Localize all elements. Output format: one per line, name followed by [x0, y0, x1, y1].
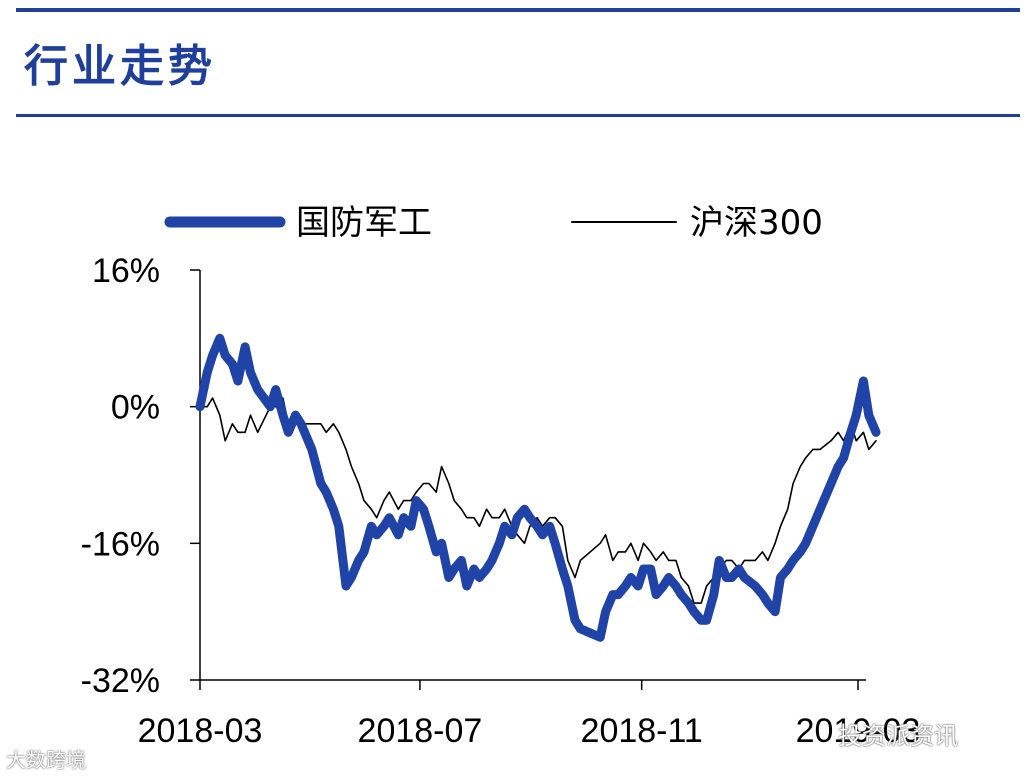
x-tick-label: 2019-03: [796, 712, 921, 750]
y-tick-label: -32%: [81, 662, 160, 700]
y-tick-label: 16%: [92, 252, 160, 290]
legend-label: 国防军工: [296, 203, 432, 243]
series-line-defense: [195, 333, 881, 642]
x-tick-label: 2018-11: [581, 712, 703, 750]
page-title: 行业走势: [24, 41, 216, 92]
y-tick-label: 0%: [111, 389, 160, 427]
x-tick-label: 2018-07: [358, 712, 483, 750]
watermark-right: 投资派资讯: [838, 722, 958, 750]
legend: 国防军工 沪深300: [164, 203, 823, 243]
legend-label: 沪深300: [690, 203, 823, 243]
top-rule: [16, 8, 1020, 12]
watermark-left: 大数跨境: [6, 748, 86, 772]
series-layer: [195, 333, 881, 642]
axes: 16% 0% -16% -32% 2018-03 2018-07 2018-11 2019-0…: [81, 252, 921, 750]
y-tick-label: -16%: [81, 525, 160, 563]
x-tick-label: 2018-03: [138, 712, 263, 750]
title-underline: [16, 114, 1020, 117]
